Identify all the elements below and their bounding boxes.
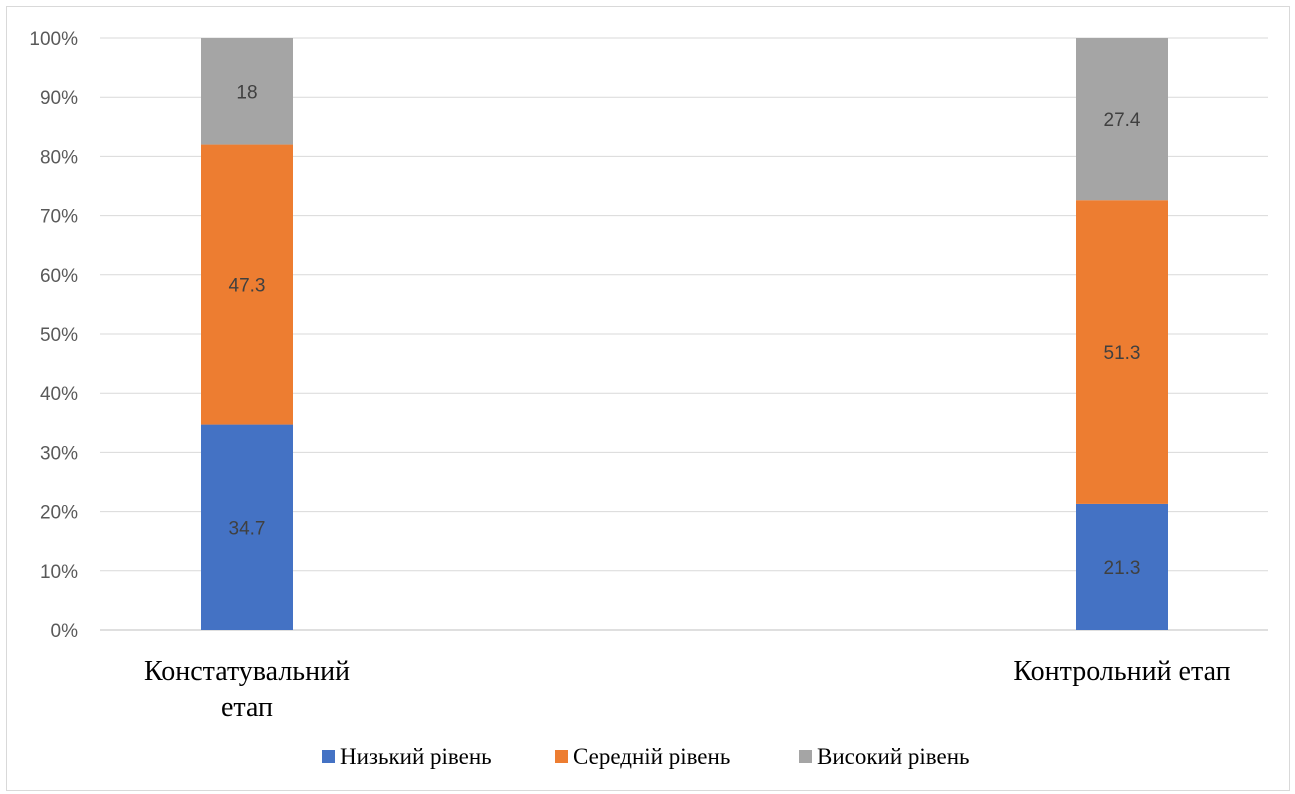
- category-label: Констатувальний: [144, 656, 350, 687]
- bar-segment: [1076, 503, 1168, 630]
- data-label: 21.3: [1104, 558, 1141, 579]
- legend-label: Середній рівень: [573, 744, 730, 769]
- y-tick-label: 50%: [40, 325, 78, 346]
- data-label: 47.3: [229, 276, 266, 297]
- y-tick-label: 90%: [40, 88, 78, 109]
- legend-label: Низький рівень: [340, 744, 492, 769]
- y-tick-label: 10%: [40, 562, 78, 583]
- y-tick-label: 100%: [29, 29, 78, 50]
- legend-swatch: [799, 750, 812, 763]
- bar-segment: [1076, 38, 1168, 201]
- y-tick-label: 0%: [51, 621, 79, 642]
- data-label: 18: [236, 82, 257, 103]
- legend-label: Високий рівень: [817, 744, 970, 769]
- y-tick-label: 60%: [40, 266, 78, 287]
- y-tick-label: 40%: [40, 384, 78, 405]
- category-label: етап: [221, 692, 273, 723]
- data-label: 51.3: [1104, 343, 1141, 364]
- legend-swatch: [322, 750, 335, 763]
- legend-swatch: [555, 750, 568, 763]
- data-label: 27.4: [1104, 110, 1141, 131]
- y-tick-label: 30%: [40, 443, 78, 464]
- y-tick-label: 70%: [40, 207, 78, 228]
- y-tick-label: 20%: [40, 503, 78, 524]
- data-label: 34.7: [229, 518, 266, 539]
- category-label: Контрольний етап: [1013, 656, 1230, 687]
- y-tick-label: 80%: [40, 147, 78, 168]
- bar-segment: [201, 424, 293, 630]
- bar-segment: [201, 144, 293, 425]
- bar-segment: [1076, 200, 1168, 504]
- bar-segment: [201, 38, 293, 145]
